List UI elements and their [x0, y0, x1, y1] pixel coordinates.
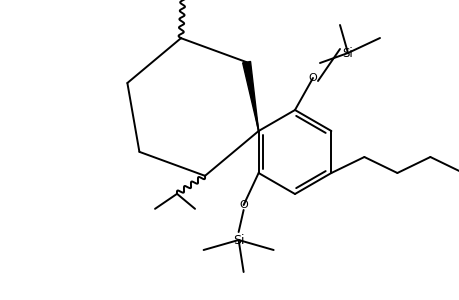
Text: Si: Si: [342, 46, 353, 59]
Text: Si: Si: [232, 233, 244, 247]
Text: O: O: [239, 200, 247, 210]
Polygon shape: [242, 61, 258, 131]
Text: O: O: [308, 73, 317, 83]
